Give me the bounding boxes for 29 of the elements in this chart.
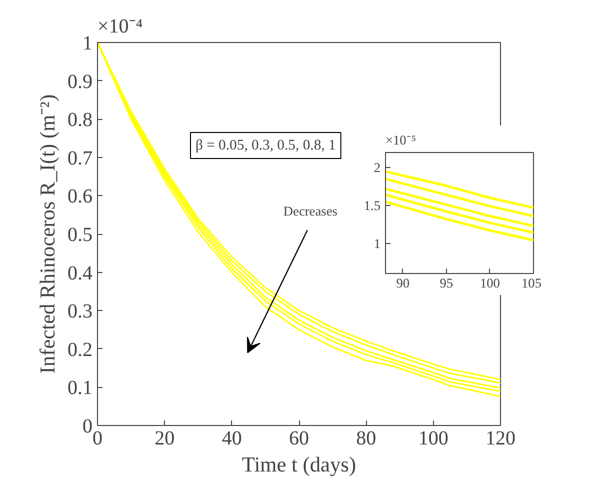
x-tick-label: 80 bbox=[356, 428, 376, 450]
y-tick-label: 0.5 bbox=[68, 224, 92, 246]
x-axis-title: Time t (days) bbox=[242, 452, 356, 476]
annotation: Decreases bbox=[283, 204, 338, 219]
y-tick-label: 0.1 bbox=[68, 377, 92, 400]
y-tick-label: 0.6 bbox=[68, 186, 92, 208]
y-tick-label: 0.3 bbox=[68, 300, 92, 323]
y-tick-label: 0.4 bbox=[68, 262, 92, 284]
y-tick-label: 1 bbox=[374, 236, 381, 251]
x-tick-label: 20 bbox=[154, 428, 175, 450]
x-tick-label: 95 bbox=[440, 276, 454, 290]
annotation: ×10⁻⁵ bbox=[386, 132, 416, 148]
y-tick-label: 1.5 bbox=[364, 198, 381, 213]
x-tick-label: 100 bbox=[418, 428, 448, 450]
x-tick-label: 60 bbox=[289, 428, 309, 450]
x-tick-label: 105 bbox=[522, 276, 542, 290]
y-tick-label: 1 bbox=[82, 32, 92, 54]
x-tick-label: 40 bbox=[222, 428, 242, 450]
y-tick-label: 2 bbox=[374, 160, 381, 176]
x-tick-label: 120 bbox=[486, 428, 516, 450]
text: ×10⁻⁴ bbox=[98, 16, 143, 38]
x-tick-label: 100 bbox=[480, 276, 500, 290]
annotation: β = 0.05, 0.3, 0.5, 0.8, 1 bbox=[196, 138, 336, 154]
y-axis-title: Infected Rhinoceros R_I(t) (m⁻²) bbox=[36, 94, 60, 374]
y-tick-label: 0.2 bbox=[68, 338, 92, 361]
y-tick-label: 0.9 bbox=[68, 70, 92, 93]
x-tick-label: 90 bbox=[396, 276, 410, 290]
y-tick-label: 0.8 bbox=[68, 109, 92, 132]
y-tick-label: 0.7 bbox=[68, 147, 92, 170]
